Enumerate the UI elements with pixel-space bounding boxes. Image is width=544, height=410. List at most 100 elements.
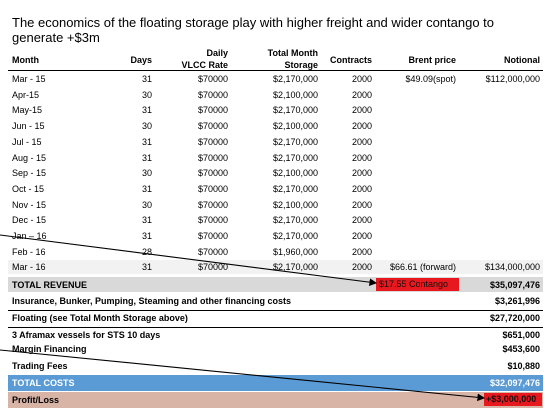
header-rate-line2: VLCC Rate: [181, 60, 228, 70]
cell-contracts: 2000: [351, 168, 372, 179]
cell-contracts: 2000: [351, 215, 372, 226]
cell-contracts: 2000: [351, 262, 372, 273]
cell-storage: $2,100,000: [272, 199, 318, 210]
cell-contracts: 2000: [351, 74, 372, 84]
header-notional: Notional: [504, 55, 540, 65]
cell-storage: $2,170,000: [272, 136, 318, 147]
cost-label: Trading Fees: [12, 361, 68, 371]
cost-label: Floating (see Total Month Storage above): [12, 313, 188, 323]
cost-value: $10,880: [507, 361, 540, 371]
cell-month: May-15: [12, 105, 43, 116]
total-costs-value: $32,097,476: [489, 378, 540, 388]
cell-storage: $2,100,000: [272, 168, 318, 179]
cell-storage: $2,170,000: [272, 231, 318, 241]
cell-rate: $70000: [197, 246, 228, 257]
cell-days: 31: [141, 262, 152, 273]
cell-notional: $134,000,000: [484, 262, 540, 273]
cell-storage: $2,170,000: [272, 74, 318, 84]
cell-contracts: 2000: [351, 136, 372, 147]
cell-month: Jan – 16: [12, 231, 47, 241]
cell-days: 30: [141, 121, 152, 132]
cell-contracts: 2000: [351, 89, 372, 100]
header-divider: [8, 70, 543, 71]
cell-rate: $70000: [197, 105, 228, 116]
arrow-to-contango: [0, 234, 378, 286]
cell-storage: $2,100,000: [272, 121, 318, 132]
cell-notional: $112,000,000: [485, 74, 540, 84]
cell-month: Mar - 16: [12, 262, 46, 273]
cell-month: Jun - 15: [12, 121, 45, 132]
cell-month: Nov - 15: [12, 199, 47, 210]
header-days: Days: [130, 55, 152, 65]
cell-month: Sep - 15: [12, 168, 47, 179]
cell-contracts: 2000: [351, 121, 372, 132]
cell-storage: $2,170,000: [272, 105, 318, 116]
cell-days: 31: [141, 105, 152, 116]
cell-days: 31: [141, 231, 152, 241]
cell-contracts: 2000: [351, 183, 372, 194]
cost-value: $3,261,996: [494, 296, 540, 306]
cell-month: Dec - 15: [12, 215, 47, 226]
profit-loss-label: Profit/Loss: [12, 395, 60, 405]
total-costs-label: TOTAL COSTS: [12, 378, 75, 388]
cell-storage: $2,170,000: [272, 262, 318, 273]
cell-storage: $1,960,000: [272, 246, 318, 257]
profit-loss-row: [8, 392, 543, 408]
cost-value: $453,600: [502, 344, 540, 354]
cell-days: 30: [141, 168, 152, 179]
cell-brent: $49.09(spot): [405, 74, 456, 84]
cell-contracts: 2000: [351, 199, 372, 210]
cell-days: 30: [141, 199, 152, 210]
cell-rate: $70000: [197, 199, 228, 210]
cell-rate: $70000: [197, 183, 228, 194]
header-month: Month: [12, 55, 39, 65]
cost-label: Insurance, Bunker, Pumping, Steaming and…: [12, 296, 292, 306]
cell-rate: $70000: [197, 262, 228, 273]
cell-month: Jul - 15: [12, 136, 42, 147]
cell-rate: $70000: [197, 74, 228, 84]
cell-days: 28: [141, 246, 152, 257]
cell-rate: $70000: [197, 231, 228, 241]
header-rate-line1: Daily: [206, 48, 228, 58]
cell-rate: $70000: [197, 121, 228, 132]
cell-days: 31: [141, 215, 152, 226]
cost-value: $27,720,000: [489, 313, 540, 323]
cell-storage: $2,170,000: [272, 183, 318, 194]
cell-rate: $70000: [197, 168, 228, 179]
cell-rate: $70000: [197, 152, 228, 163]
cell-days: 31: [141, 136, 152, 147]
row-divider: [8, 327, 543, 328]
cell-month: Aug - 15: [12, 152, 47, 163]
header-brent: Brent price: [408, 55, 456, 65]
cell-days: 30: [141, 89, 152, 100]
cell-storage: $2,100,000: [272, 89, 318, 100]
cell-contracts: 2000: [351, 246, 372, 257]
cell-storage: $2,170,000: [272, 152, 318, 163]
cell-month: Feb - 16: [12, 246, 46, 257]
contango-highlight: $17.55 Contango: [376, 278, 459, 291]
total-revenue-value: $35,097,476: [489, 280, 540, 290]
cell-rate: $70000: [197, 136, 228, 147]
header-storage-line2: Storage: [284, 60, 318, 70]
cell-contracts: 2000: [351, 105, 372, 116]
cell-month: Apr-15: [12, 89, 40, 100]
total-revenue-label: TOTAL REVENUE: [12, 280, 88, 290]
cell-storage: $2,170,000: [272, 215, 318, 226]
cell-rate: $70000: [197, 89, 228, 100]
cell-days: 31: [141, 152, 152, 163]
row-divider: [8, 310, 543, 311]
page-title: The economics of the floating storage pl…: [12, 15, 495, 45]
cost-value: $651,000: [502, 330, 540, 340]
cell-rate: $70000: [197, 215, 228, 226]
cell-contracts: 2000: [351, 231, 372, 241]
cell-brent: $66.61 (forward): [389, 262, 456, 273]
header-contracts: Contracts: [329, 55, 372, 65]
cell-contracts: 2000: [351, 152, 372, 163]
cell-month: Oct - 15: [12, 183, 45, 194]
header-storage-line1: Total Month: [267, 48, 318, 58]
cost-label: Margin Financing: [12, 344, 87, 354]
cost-label: 3 Aframax vessels for STS 10 days: [12, 330, 161, 340]
cell-month: Mar - 15: [12, 74, 46, 84]
cell-days: 31: [141, 183, 152, 194]
cell-days: 31: [141, 74, 152, 84]
